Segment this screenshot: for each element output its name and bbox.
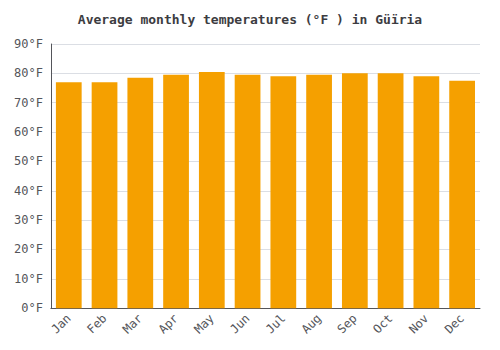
svg-text:Aug: Aug — [299, 311, 324, 336]
svg-text:Sep: Sep — [335, 311, 360, 336]
svg-text:40°F: 40°F — [14, 184, 43, 198]
svg-text:20°F: 20°F — [14, 242, 43, 256]
svg-text:Jan: Jan — [49, 311, 74, 336]
svg-text:30°F: 30°F — [14, 213, 43, 227]
svg-text:Jul: Jul — [263, 311, 288, 336]
svg-text:70°F: 70°F — [14, 96, 43, 110]
svg-text:May: May — [192, 311, 217, 336]
svg-text:Jun: Jun — [227, 311, 252, 336]
svg-text:Feb: Feb — [84, 311, 109, 336]
svg-text:90°F: 90°F — [14, 37, 43, 51]
svg-text:Nov: Nov — [406, 311, 431, 336]
svg-text:Apr: Apr — [156, 311, 181, 336]
svg-text:Mar: Mar — [120, 311, 145, 336]
svg-text:0°F: 0°F — [21, 301, 43, 315]
svg-text:50°F: 50°F — [14, 154, 43, 168]
svg-text:80°F: 80°F — [14, 66, 43, 80]
svg-text:Average monthly temperatures (: Average monthly temperatures (°F ) in Gü… — [78, 12, 423, 27]
svg-text:60°F: 60°F — [14, 125, 43, 139]
svg-text:10°F: 10°F — [14, 272, 43, 286]
svg-text:Dec: Dec — [442, 311, 467, 336]
svg-text:Oct: Oct — [370, 311, 395, 336]
